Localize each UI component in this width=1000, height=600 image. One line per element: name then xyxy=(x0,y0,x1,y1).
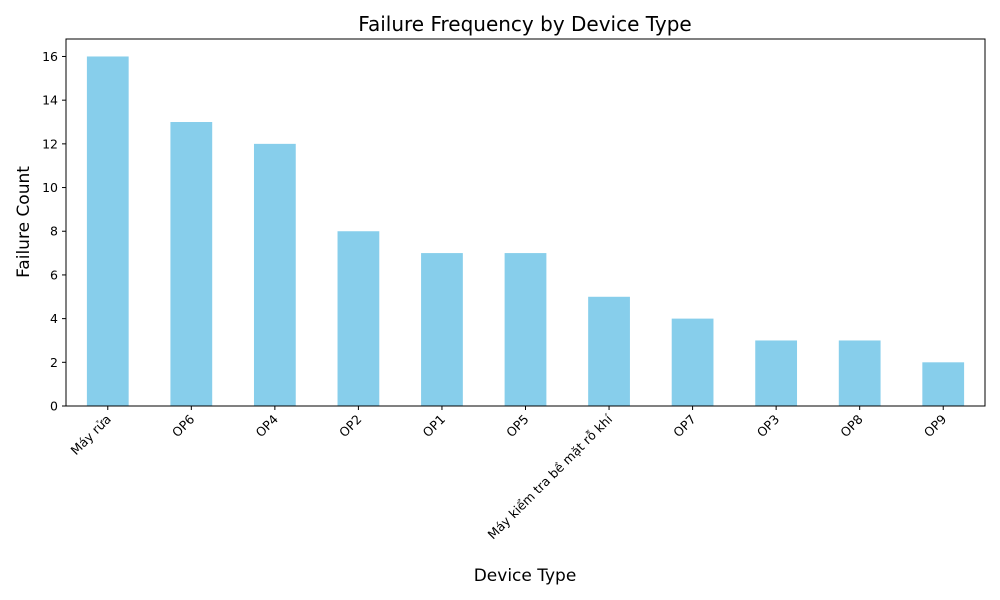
bar-5 xyxy=(504,253,547,406)
y-tick-label-8: 16 xyxy=(42,49,58,64)
chart-title: Failure Frequency by Device Type xyxy=(358,12,691,36)
y-tick-label-2: 4 xyxy=(50,311,58,326)
y-tick-label-6: 12 xyxy=(42,136,58,151)
x-tick-label-9: OP8 xyxy=(837,411,866,440)
x-tick-label-5: OP5 xyxy=(503,412,532,441)
x-tick-label-1: OP6 xyxy=(169,411,198,440)
bar-0 xyxy=(86,56,129,406)
bar-9 xyxy=(838,340,881,406)
bar-6 xyxy=(588,296,630,406)
y-tick-label-7: 14 xyxy=(42,93,58,108)
y-tick-label-0: 0 xyxy=(50,399,58,414)
x-tick-label-4: OP1 xyxy=(420,412,449,441)
plot-frame xyxy=(65,38,986,407)
y-axis-label: Failure Count xyxy=(14,166,34,278)
y-tick-label-1: 2 xyxy=(50,355,58,370)
x-tick-label-3: OP2 xyxy=(336,412,365,441)
bar-10 xyxy=(922,362,965,406)
x-tick-label-0: Máy rửa xyxy=(68,412,114,458)
y-axis: 0 2 4 6 8 10 12 14 16 xyxy=(42,49,66,414)
x-tick-label-2: OP4 xyxy=(252,411,281,440)
bar-4 xyxy=(421,253,463,406)
x-tick-label-7: OP7 xyxy=(670,412,699,441)
bars-group xyxy=(86,56,965,406)
y-tick-label-4: 8 xyxy=(50,224,58,239)
x-axis-label: Device Type xyxy=(474,566,577,586)
bar-2 xyxy=(253,143,296,406)
bar-3 xyxy=(337,231,380,406)
x-tick-label-10: OP9 xyxy=(921,411,950,440)
bar-8 xyxy=(755,340,798,406)
x-tick-label-8: OP3 xyxy=(754,412,783,441)
bar-1 xyxy=(170,122,213,406)
y-tick-label-5: 10 xyxy=(42,180,58,195)
y-tick-label-3: 6 xyxy=(50,267,58,282)
bar-7 xyxy=(671,318,714,406)
